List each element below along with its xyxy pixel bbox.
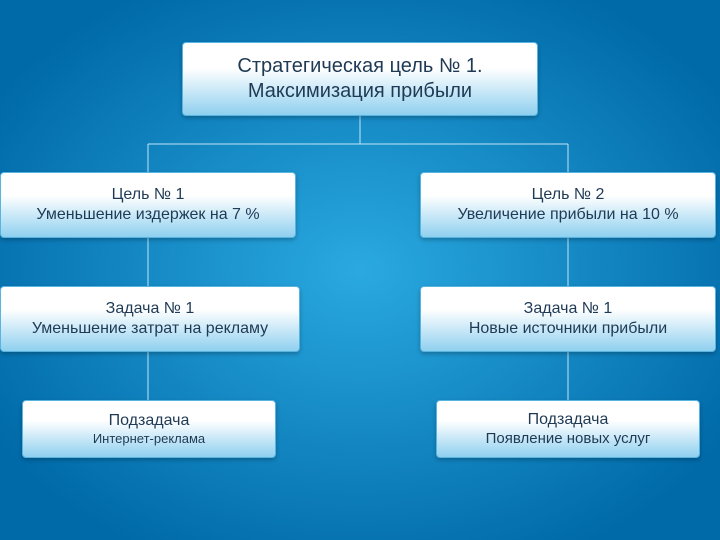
goal-node-2: Цель № 2Увеличение прибыли на 10 % (420, 172, 716, 238)
task-node-1-subtitle: Уменьшение затрат на рекламу (32, 319, 268, 339)
root-node-title: Стратегическая цель № 1. (237, 54, 482, 79)
subtask-node-2: ПодзадачаПоявление новых услуг (436, 400, 700, 458)
goal-node-1: Цель № 1Уменьшение издержек на 7 % (0, 172, 296, 238)
goal-node-2-subtitle: Увеличение прибыли на 10 % (457, 205, 678, 225)
subtask-node-2-subtitle: Появление новых услуг (486, 430, 651, 449)
subtask-node-1-subtitle: Интернет-реклама (93, 431, 205, 447)
task-node-1: Задача № 1Уменьшение затрат на рекламу (0, 286, 300, 352)
task-node-2-subtitle: Новые источники прибыли (469, 319, 667, 339)
subtask-node-1-title: Подзадача (109, 411, 190, 431)
task-node-2: Задача № 1Новые источники прибыли (420, 286, 716, 352)
task-node-2-title: Задача № 1 (524, 299, 613, 319)
subtask-node-2-title: Подзадача (528, 410, 609, 430)
root-node: Стратегическая цель № 1.Максимизация при… (182, 42, 538, 116)
task-node-1-title: Задача № 1 (106, 299, 195, 319)
subtask-node-1: ПодзадачаИнтернет-реклама (22, 400, 276, 458)
goal-node-1-title: Цель № 1 (112, 185, 185, 205)
goal-node-2-title: Цель № 2 (532, 185, 605, 205)
goal-node-1-subtitle: Уменьшение издержек на 7 % (36, 205, 259, 225)
root-node-subtitle: Максимизация прибыли (248, 79, 472, 104)
